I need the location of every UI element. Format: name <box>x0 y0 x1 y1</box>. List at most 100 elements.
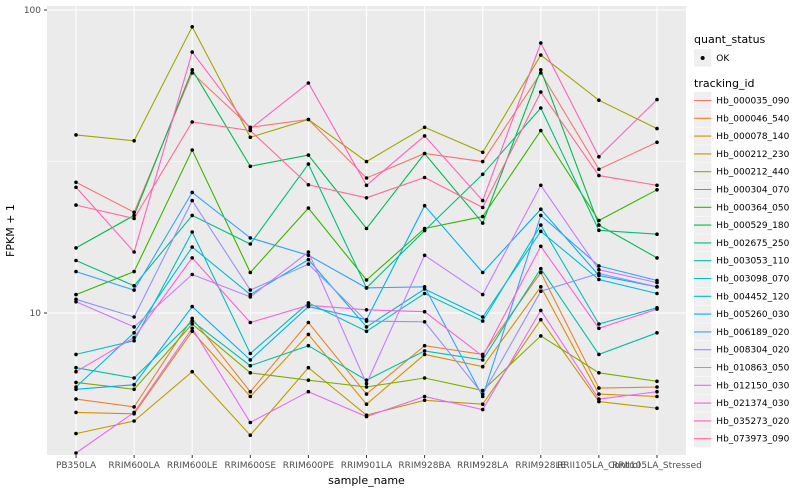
data-point-Hb_035273_020-RRIM600LE <box>190 50 194 54</box>
data-point-Hb_000304_070-RRIM901LA <box>364 385 369 389</box>
legend-entry-Hb_002675_250 <box>694 234 712 252</box>
data-point-Hb_006189_020-RRIM928LE <box>539 213 543 218</box>
data-point-Hb_002675_250-RRIM928LE <box>539 106 543 110</box>
data-point-Hb_000529_180-RRIM928LA <box>480 221 485 225</box>
data-point-Hb_000046_540-RRIM901LA <box>364 392 369 396</box>
data-point-Hb_003098_070-RRIM600LA <box>132 338 136 343</box>
y-tick-label-100: 100 <box>24 6 41 16</box>
legend-entry-Hb_000529_180 <box>694 216 712 234</box>
data-point-Hb_000046_540-PB350LA <box>74 397 78 401</box>
legend-entry-Hb_000035_090 <box>694 91 712 110</box>
data-point-Hb_000364_050-RRIM928LE <box>539 128 543 133</box>
data-point-Hb_000212_440-RRIM600LA <box>132 139 136 143</box>
data-point-Hb_000212_440-RRIM901LA <box>364 159 369 164</box>
data-point-Hb_003098_070-RRIM901LA <box>364 329 369 334</box>
legend-point-marker-OK <box>700 56 705 60</box>
data-point-Hb_000212_230-RRIM928LE <box>539 317 543 322</box>
data-point-Hb_000078_140-RRIM600SE <box>248 394 253 399</box>
data-point-Hb_021374_030-RRII105LA_Control <box>597 326 601 331</box>
legend-title-tracking-id: tracking_id <box>694 77 755 90</box>
data-point-Hb_005260_030-RRIM600SE <box>248 358 253 362</box>
data-point-Hb_000212_230-RRIM600LA <box>132 419 136 423</box>
data-point-Hb_035273_020-RRII105LA_Stressed <box>655 97 659 102</box>
x-tick-label-PB350LA: PB350LA <box>56 461 97 471</box>
data-point-Hb_073973_090-RRIM928LA <box>480 205 485 210</box>
legend-label-Hb_012150_030: Hb_012150_030 <box>716 381 789 391</box>
data-point-Hb_073973_090-PB350LA <box>74 203 78 207</box>
data-point-Hb_000046_540-RRII105LA_Stressed <box>655 385 659 389</box>
data-point-Hb_000529_180-RRII105LA_Control <box>597 223 601 227</box>
data-point-Hb_000529_180-RRIM928LE <box>539 68 543 72</box>
data-point-Hb_012150_030-RRIM928LA <box>480 407 485 412</box>
data-point-Hb_035273_020-RRIM928LE <box>539 41 543 45</box>
legend-label-Hb_000212_440: Hb_000212_440 <box>716 168 789 178</box>
legend-label-Hb_002675_250: Hb_002675_250 <box>716 239 789 249</box>
data-point-Hb_003098_070-RRII105LA_Control <box>597 322 601 326</box>
x-axis-title: sample_name <box>328 474 405 487</box>
x-tick-label-RRIM928BA: RRIM928BA <box>398 461 451 471</box>
data-point-Hb_000304_070-PB350LA <box>74 380 78 385</box>
data-point-Hb_035273_020-PB350LA <box>74 185 78 190</box>
data-point-Hb_073973_090-RRIM600PE <box>306 183 311 187</box>
legend-label-Hb_000046_540: Hb_000046_540 <box>716 114 789 124</box>
data-point-Hb_000212_440-RRIM928LE <box>539 53 543 57</box>
legend-label-Hb_000364_050: Hb_000364_050 <box>716 203 789 213</box>
legend-label-Hb_000304_070: Hb_000304_070 <box>716 186 789 196</box>
data-point-Hb_006189_020-RRIM600LE <box>190 190 194 195</box>
data-point-Hb_000212_440-RRII105LA_Stressed <box>655 126 659 131</box>
data-point-Hb_000078_140-RRII105LA_Stressed <box>655 394 659 399</box>
data-point-Hb_000212_440-RRII105LA_Control <box>597 98 601 102</box>
data-point-Hb_073973_090-RRIM928BA <box>422 175 427 180</box>
data-point-Hb_010863_050-RRIM600LE <box>190 272 194 277</box>
x-tick-label-RRIM600SE: RRIM600SE <box>225 461 277 471</box>
data-point-Hb_010863_050-RRII105LA_Control <box>597 267 601 272</box>
data-point-Hb_004452_120-RRII105LA_Stressed <box>655 291 659 296</box>
data-point-Hb_002675_250-PB350LA <box>74 258 78 263</box>
legend-entry-Hb_010863_050 <box>694 358 712 377</box>
data-point-Hb_000529_180-RRIM928BA <box>422 151 427 156</box>
data-point-Hb_000046_540-RRIM600PE <box>306 320 311 325</box>
data-point-Hb_073973_090-RRIM928LE <box>539 90 543 94</box>
legend-entry-Hb_000078_140 <box>694 127 712 145</box>
x-tick-label-RRIM901LA: RRIM901LA <box>341 461 393 471</box>
data-point-Hb_005260_030-RRIM928LA <box>480 270 485 275</box>
data-point-Hb_000046_540-RRIM928LE <box>539 270 543 275</box>
data-point-Hb_000364_050-RRIM901LA <box>364 278 369 282</box>
data-point-Hb_000364_050-RRIM600PE <box>306 206 311 210</box>
data-point-Hb_000035_090-RRIM901LA <box>364 176 369 180</box>
data-point-Hb_002675_250-RRIM600LA <box>132 284 136 288</box>
data-point-Hb_008304_020-RRIM901LA <box>364 319 369 323</box>
data-point-Hb_008304_020-RRIM600LA <box>132 315 136 319</box>
legend-label-Hb_003098_070: Hb_003098_070 <box>716 275 789 285</box>
data-point-Hb_010863_050-RRIM600SE <box>248 295 253 299</box>
data-point-Hb_003098_070-RRIM928LA <box>480 319 485 323</box>
data-point-Hb_021374_030-RRIM600SE <box>248 320 253 325</box>
legend-entry-Hb_012150_030 <box>694 376 712 394</box>
y-axis-title: FPKM + 1 <box>4 204 17 257</box>
data-point-Hb_021374_030-RRII105LA_Stressed <box>655 307 659 311</box>
data-point-Hb_000212_230-RRIM600LE <box>190 369 194 374</box>
data-point-Hb_000035_090-RRIM600LA <box>132 210 136 215</box>
legend-label-Hb_004452_120: Hb_004452_120 <box>716 292 789 302</box>
data-point-Hb_000304_070-RRIM600LE <box>190 322 194 326</box>
data-point-Hb_000212_230-PB350LA <box>74 431 78 436</box>
y-tick-label-10: 10 <box>30 309 42 319</box>
data-point-Hb_003098_070-PB350LA <box>74 352 78 357</box>
data-point-Hb_000046_540-RRIM928BA <box>422 343 427 348</box>
data-point-Hb_003053_110-RRIM928BA <box>422 349 427 353</box>
data-point-Hb_008304_020-RRIM600SE <box>248 288 253 292</box>
data-point-Hb_000364_050-RRIM600SE <box>248 270 253 275</box>
quant-status-points-layer <box>74 25 659 455</box>
data-point-Hb_035273_020-RRIM928LA <box>480 198 485 203</box>
legend-label-Hb_006189_020: Hb_006189_020 <box>716 328 789 338</box>
data-point-Hb_006189_020-RRIM600SE <box>248 236 253 240</box>
data-point-Hb_073973_090-RRIM901LA <box>364 196 369 200</box>
data-point-Hb_002675_250-RRII105LA_Control <box>597 228 601 233</box>
data-point-Hb_012150_030-RRIM600LA <box>132 410 136 415</box>
data-point-Hb_004452_120-RRIM600PE <box>306 257 311 262</box>
data-point-Hb_000304_070-RRIM600LA <box>132 387 136 392</box>
data-point-Hb_010863_050-RRIM928LA <box>480 292 485 297</box>
data-point-Hb_000212_440-PB350LA <box>74 133 78 137</box>
data-point-Hb_010863_050-RRIM928BA <box>422 253 427 258</box>
